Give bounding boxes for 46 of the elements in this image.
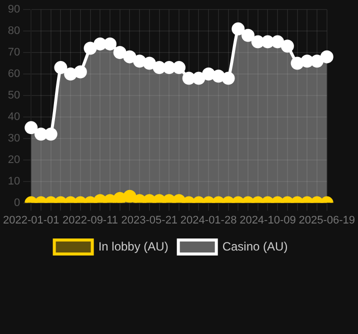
x-tick-label: 2023-05-21 — [121, 214, 178, 226]
point — [54, 61, 68, 74]
x-tick-label: 2022-01-01 — [2, 214, 60, 226]
point — [162, 61, 176, 74]
legend-label: Casino (AU) — [222, 239, 288, 254]
y-tick-label: 50 — [8, 90, 20, 102]
point — [142, 56, 156, 70]
point — [202, 68, 216, 80]
point — [64, 68, 78, 80]
point — [192, 72, 206, 85]
y-tick-label: 10 — [8, 175, 20, 188]
y-tick-label: 20 — [8, 154, 20, 166]
point — [280, 40, 294, 53]
point — [261, 35, 274, 48]
y-tick-label: 70 — [8, 46, 20, 59]
point — [133, 54, 146, 68]
point — [222, 72, 235, 85]
point — [123, 50, 136, 64]
point — [271, 35, 284, 48]
point — [94, 37, 107, 50]
legend-label: In lobby (AU) — [98, 239, 168, 254]
y-tick-label: 40 — [8, 110, 20, 123]
point — [290, 56, 304, 70]
x-tick-label: 2024-01-28 — [180, 214, 237, 226]
x-tick-label: 2024-10-09 — [240, 214, 296, 226]
point — [320, 50, 334, 64]
point — [310, 54, 324, 68]
y-tick-label: 30 — [8, 132, 20, 144]
x-tick-label: 2022-09-11 — [62, 214, 118, 226]
point — [152, 61, 166, 74]
point — [182, 72, 196, 85]
point — [103, 37, 116, 50]
y-tick-label: 80 — [8, 25, 20, 38]
point — [113, 46, 126, 60]
point — [172, 61, 186, 74]
y-tick-label: 0 — [14, 196, 20, 209]
point — [84, 42, 97, 55]
point — [242, 28, 255, 42]
point — [212, 70, 225, 83]
y-tick-label: 90 — [8, 4, 20, 16]
y-tick-label: 60 — [8, 68, 20, 80]
point — [251, 35, 264, 48]
point — [300, 54, 314, 68]
x-tick-label: 2025-06-19 — [298, 214, 356, 226]
point — [232, 22, 245, 36]
point — [74, 65, 87, 78]
